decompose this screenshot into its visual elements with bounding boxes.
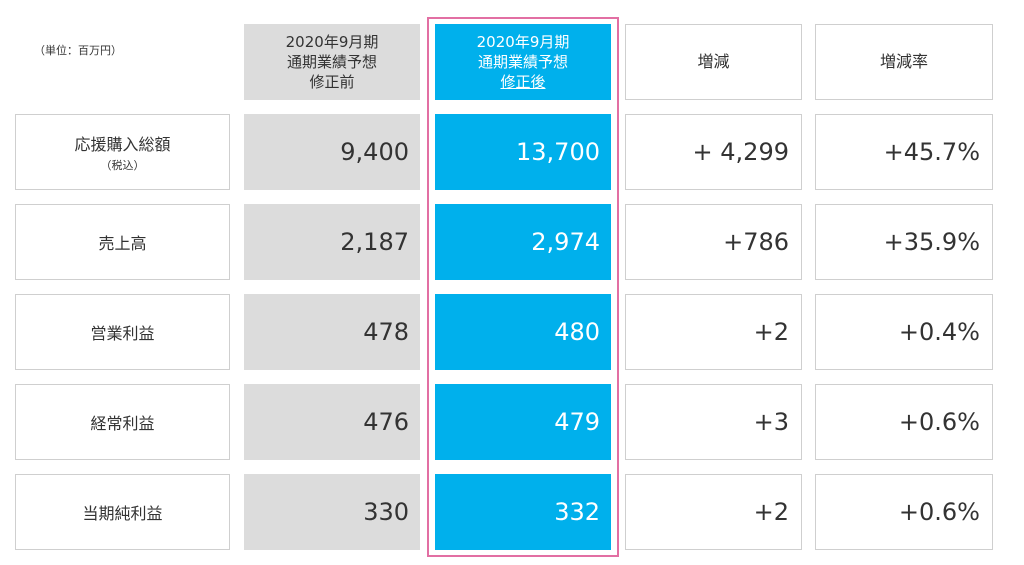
- header-before-revision: 2020年9月期 通期業績予想 修正前: [244, 24, 420, 100]
- header-after-line3: 修正後: [500, 73, 546, 91]
- value-before: 478: [244, 294, 420, 370]
- value-after: 480: [435, 294, 611, 370]
- row-label-operating-profit: 営業利益: [15, 294, 230, 370]
- value-change-rate: +0.4%: [815, 294, 993, 370]
- value-change-rate: +35.9%: [815, 204, 993, 280]
- row-sublabel-text: （税込）: [100, 159, 145, 172]
- value-change-rate: +45.7%: [815, 114, 993, 190]
- value-after: 13,700: [435, 114, 611, 190]
- row-label-text: 営業利益: [90, 324, 155, 343]
- header-change: 増減: [625, 24, 802, 100]
- header-before-line1: 2020年9月期: [285, 33, 379, 51]
- value-change: +2: [625, 474, 802, 550]
- value-before: 2,187: [244, 204, 420, 280]
- header-before-line2: 通期業績予想: [286, 53, 377, 71]
- row-label-text: 経常利益: [90, 414, 155, 433]
- row-label-text: 当期純利益: [82, 504, 163, 523]
- header-before-line3: 修正前: [309, 73, 355, 91]
- row-label-sales: 売上高: [15, 204, 230, 280]
- value-before: 330: [244, 474, 420, 550]
- header-after-line2: 通期業績予想: [477, 53, 568, 71]
- row-label-ordinary-profit: 経常利益: [15, 384, 230, 460]
- value-change: +3: [625, 384, 802, 460]
- header-after-line1: 2020年9月期: [476, 33, 570, 51]
- value-after: 479: [435, 384, 611, 460]
- value-change: +786: [625, 204, 802, 280]
- row-label-text: 売上高: [98, 234, 147, 253]
- value-change: +2: [625, 294, 802, 370]
- value-before: 9,400: [244, 114, 420, 190]
- unit-note: （単位：百万円）: [34, 44, 122, 57]
- row-label-net-income: 当期純利益: [15, 474, 230, 550]
- header-change-rate: 増減率: [815, 24, 993, 100]
- value-after: 332: [435, 474, 611, 550]
- row-label-total-support: 応援購入総額 （税込）: [15, 114, 230, 190]
- row-label-text: 応援購入総額: [74, 135, 171, 154]
- value-before: 476: [244, 384, 420, 460]
- header-after-revision: 2020年9月期 通期業績予想 修正後: [435, 24, 611, 100]
- value-change-rate: +0.6%: [815, 474, 993, 550]
- value-change-rate: +0.6%: [815, 384, 993, 460]
- value-change: + 4,299: [625, 114, 802, 190]
- value-after: 2,974: [435, 204, 611, 280]
